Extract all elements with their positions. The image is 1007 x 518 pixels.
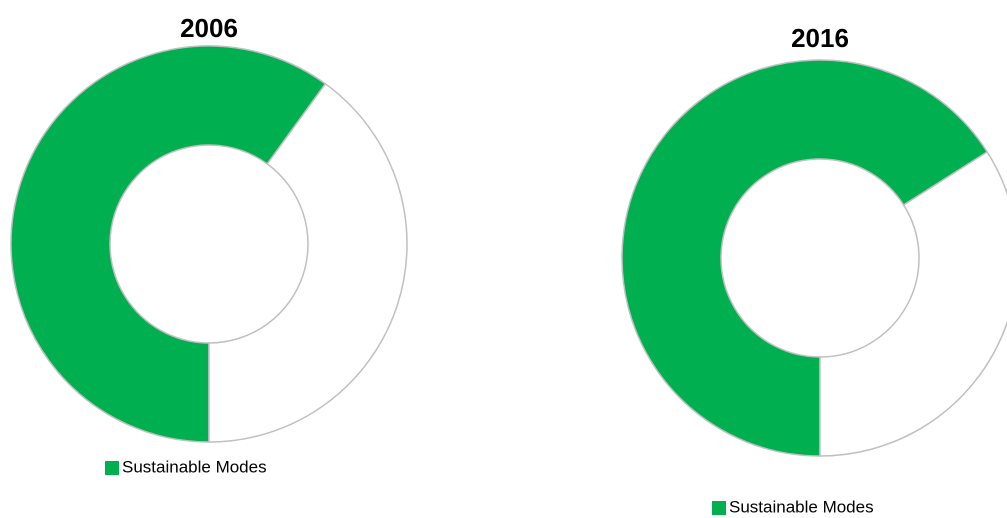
donut-segment: [819, 150, 1007, 457]
legend-label: Sustainable Modes: [122, 457, 267, 476]
donut-segment: [10, 45, 327, 443]
chart-title: 2006: [180, 13, 238, 43]
donut-segment: [621, 59, 989, 457]
legend-swatch: [105, 461, 119, 475]
chart-title: 2016: [791, 23, 849, 53]
legend-label: Sustainable Modes: [729, 497, 874, 516]
donut-segment: [208, 82, 408, 443]
legend-swatch: [712, 501, 726, 515]
